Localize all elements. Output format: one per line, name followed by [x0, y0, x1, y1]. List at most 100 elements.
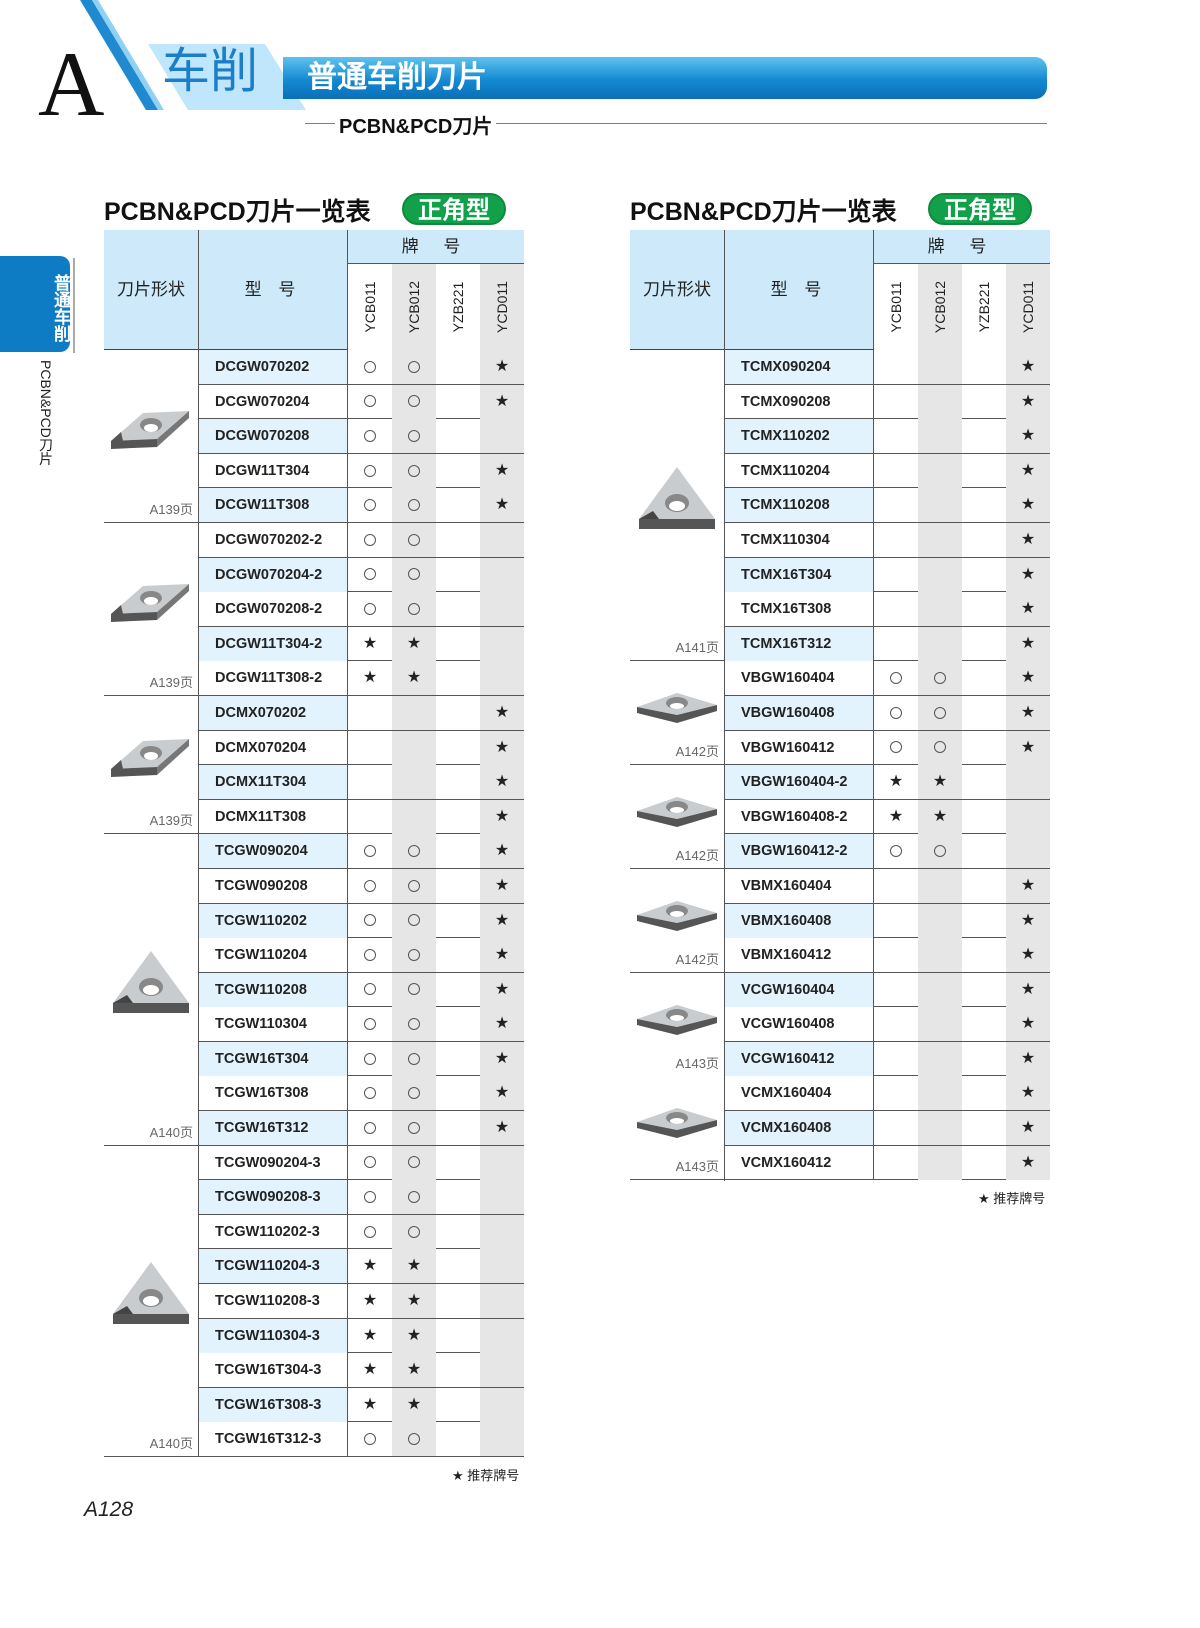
grade-cell: ★ — [1006, 488, 1050, 523]
header-grade-ycd011: YCD011 — [480, 264, 524, 350]
header-grade-ycb012: YCB012 — [918, 264, 962, 350]
shape-cell — [630, 1007, 725, 1043]
grade-cell — [348, 1111, 392, 1145]
grade-cell — [436, 419, 480, 453]
available-circle-icon — [408, 360, 420, 373]
model-cell: TCGW090208 — [199, 868, 348, 903]
table-body: DCGW070202 ★ DCGW070204 ★ DCGW070208 DCGW11T3… — [104, 350, 524, 1458]
grade-cell: ★ — [1006, 1007, 1050, 1042]
grade-cell — [348, 904, 392, 938]
grade-cell — [874, 869, 918, 903]
grade-cell — [918, 903, 962, 938]
grade-cell — [918, 626, 962, 661]
grade-cell — [348, 869, 392, 903]
bar-title: 普通车削刀片 — [307, 61, 487, 94]
grade-cell — [392, 938, 436, 973]
table-row: DCGW070208 — [104, 419, 524, 455]
recommended-star-icon: ★ — [1020, 669, 1036, 687]
table-row: TCGW16T312 ★ — [104, 1111, 524, 1147]
grade-cell — [962, 592, 1006, 626]
grade-cell — [436, 1146, 480, 1180]
grade-cell — [918, 384, 962, 419]
table-row: VBMX160408 ★ — [630, 903, 1050, 939]
model-cell: DCGW070208 — [199, 419, 348, 454]
grade-cell — [874, 1146, 918, 1180]
recommended-star-icon: ★ — [1020, 1119, 1036, 1137]
grade-cell — [348, 800, 392, 834]
model-cell: TCGW110204-3 — [199, 1249, 348, 1284]
recommended-star-icon: ★ — [1020, 427, 1036, 445]
table-title-right: PCBN&PCD刀片一览表 — [630, 198, 897, 226]
shape-cell — [104, 557, 199, 593]
grade-label: YCB012 — [932, 280, 948, 334]
available-circle-icon — [364, 1121, 376, 1134]
grade-cell — [874, 938, 918, 972]
grade-cell — [480, 1318, 524, 1353]
available-circle-icon — [934, 706, 946, 719]
available-circle-icon — [364, 845, 376, 858]
grade-cell — [392, 730, 436, 765]
grade-cell: ★ — [480, 972, 524, 1007]
model-cell: DCGW11T308-2 — [199, 661, 348, 696]
grade-cell — [962, 1146, 1006, 1180]
grade-cell — [874, 627, 918, 661]
shape-cell — [104, 695, 199, 731]
grade-cell — [874, 350, 918, 384]
grade-cell — [962, 1111, 1006, 1145]
available-circle-icon — [408, 845, 420, 858]
available-circle-icon — [364, 395, 376, 408]
grade-cell — [962, 869, 1006, 903]
shape-cell — [104, 661, 199, 697]
grade-cell — [436, 1111, 480, 1145]
model-cell: VCGW160408 — [725, 1007, 874, 1042]
grade-cell: ★ — [480, 799, 524, 834]
available-circle-icon — [364, 429, 376, 442]
grade-cell — [918, 661, 962, 696]
grade-cell — [392, 522, 436, 557]
grade-cell — [480, 592, 524, 627]
table-row: TCGW090208 ★ — [104, 868, 524, 904]
grade-cell: ★ — [480, 1041, 524, 1076]
grade-cell — [874, 661, 918, 695]
grade-cell: ★ — [392, 1353, 436, 1388]
grade-cell — [874, 1111, 918, 1145]
recommended-star-icon: ★ — [1020, 565, 1036, 583]
recommended-star-icon: ★ — [932, 773, 948, 791]
side-tab[interactable]: 普通车削 — [0, 256, 70, 352]
grade-cell — [480, 1214, 524, 1249]
table-row: TCGW090204 ★ — [104, 834, 524, 870]
subtitle: PCBN&PCD刀片 — [335, 110, 497, 139]
model-cell: DCMX070202 — [199, 695, 348, 730]
table-title-left: PCBN&PCD刀片一览表 — [104, 198, 371, 226]
grade-cell: ★ — [1006, 868, 1050, 903]
grade-cell — [436, 938, 480, 972]
grade-cell — [436, 350, 480, 384]
grade-cell — [918, 1007, 962, 1042]
grade-cell: ★ — [480, 765, 524, 800]
grade-cell: ★ — [1006, 972, 1050, 1007]
table-row: DCMX070204 ★ — [104, 730, 524, 766]
recommended-star-icon: ★ — [494, 358, 510, 375]
model-cell: VBGW160408 — [725, 695, 874, 730]
grade-cell — [918, 1145, 962, 1180]
recommended-star-icon: ★ — [494, 773, 510, 791]
model-cell: TCGW16T308 — [199, 1076, 348, 1111]
grade-cell — [962, 800, 1006, 834]
grade-cell — [392, 1007, 436, 1042]
grade-cell — [962, 350, 1006, 384]
available-circle-icon — [364, 1225, 376, 1238]
grade-cell — [436, 558, 480, 592]
grade-cell — [392, 868, 436, 903]
model-cell: DCGW11T308 — [199, 488, 348, 523]
grade-cell: ★ — [1006, 592, 1050, 627]
grade-cell — [918, 419, 962, 454]
table-row: VCMX160408 ★ — [630, 1111, 1050, 1147]
recommended-star-icon: ★ — [494, 876, 510, 894]
grade-cell — [874, 904, 918, 938]
grade-cell — [436, 592, 480, 626]
grade-cell — [918, 350, 962, 384]
grade-cell — [962, 558, 1006, 592]
grade-cell — [918, 592, 962, 627]
shape-cell — [104, 1214, 199, 1250]
shape-cell — [104, 1284, 199, 1320]
